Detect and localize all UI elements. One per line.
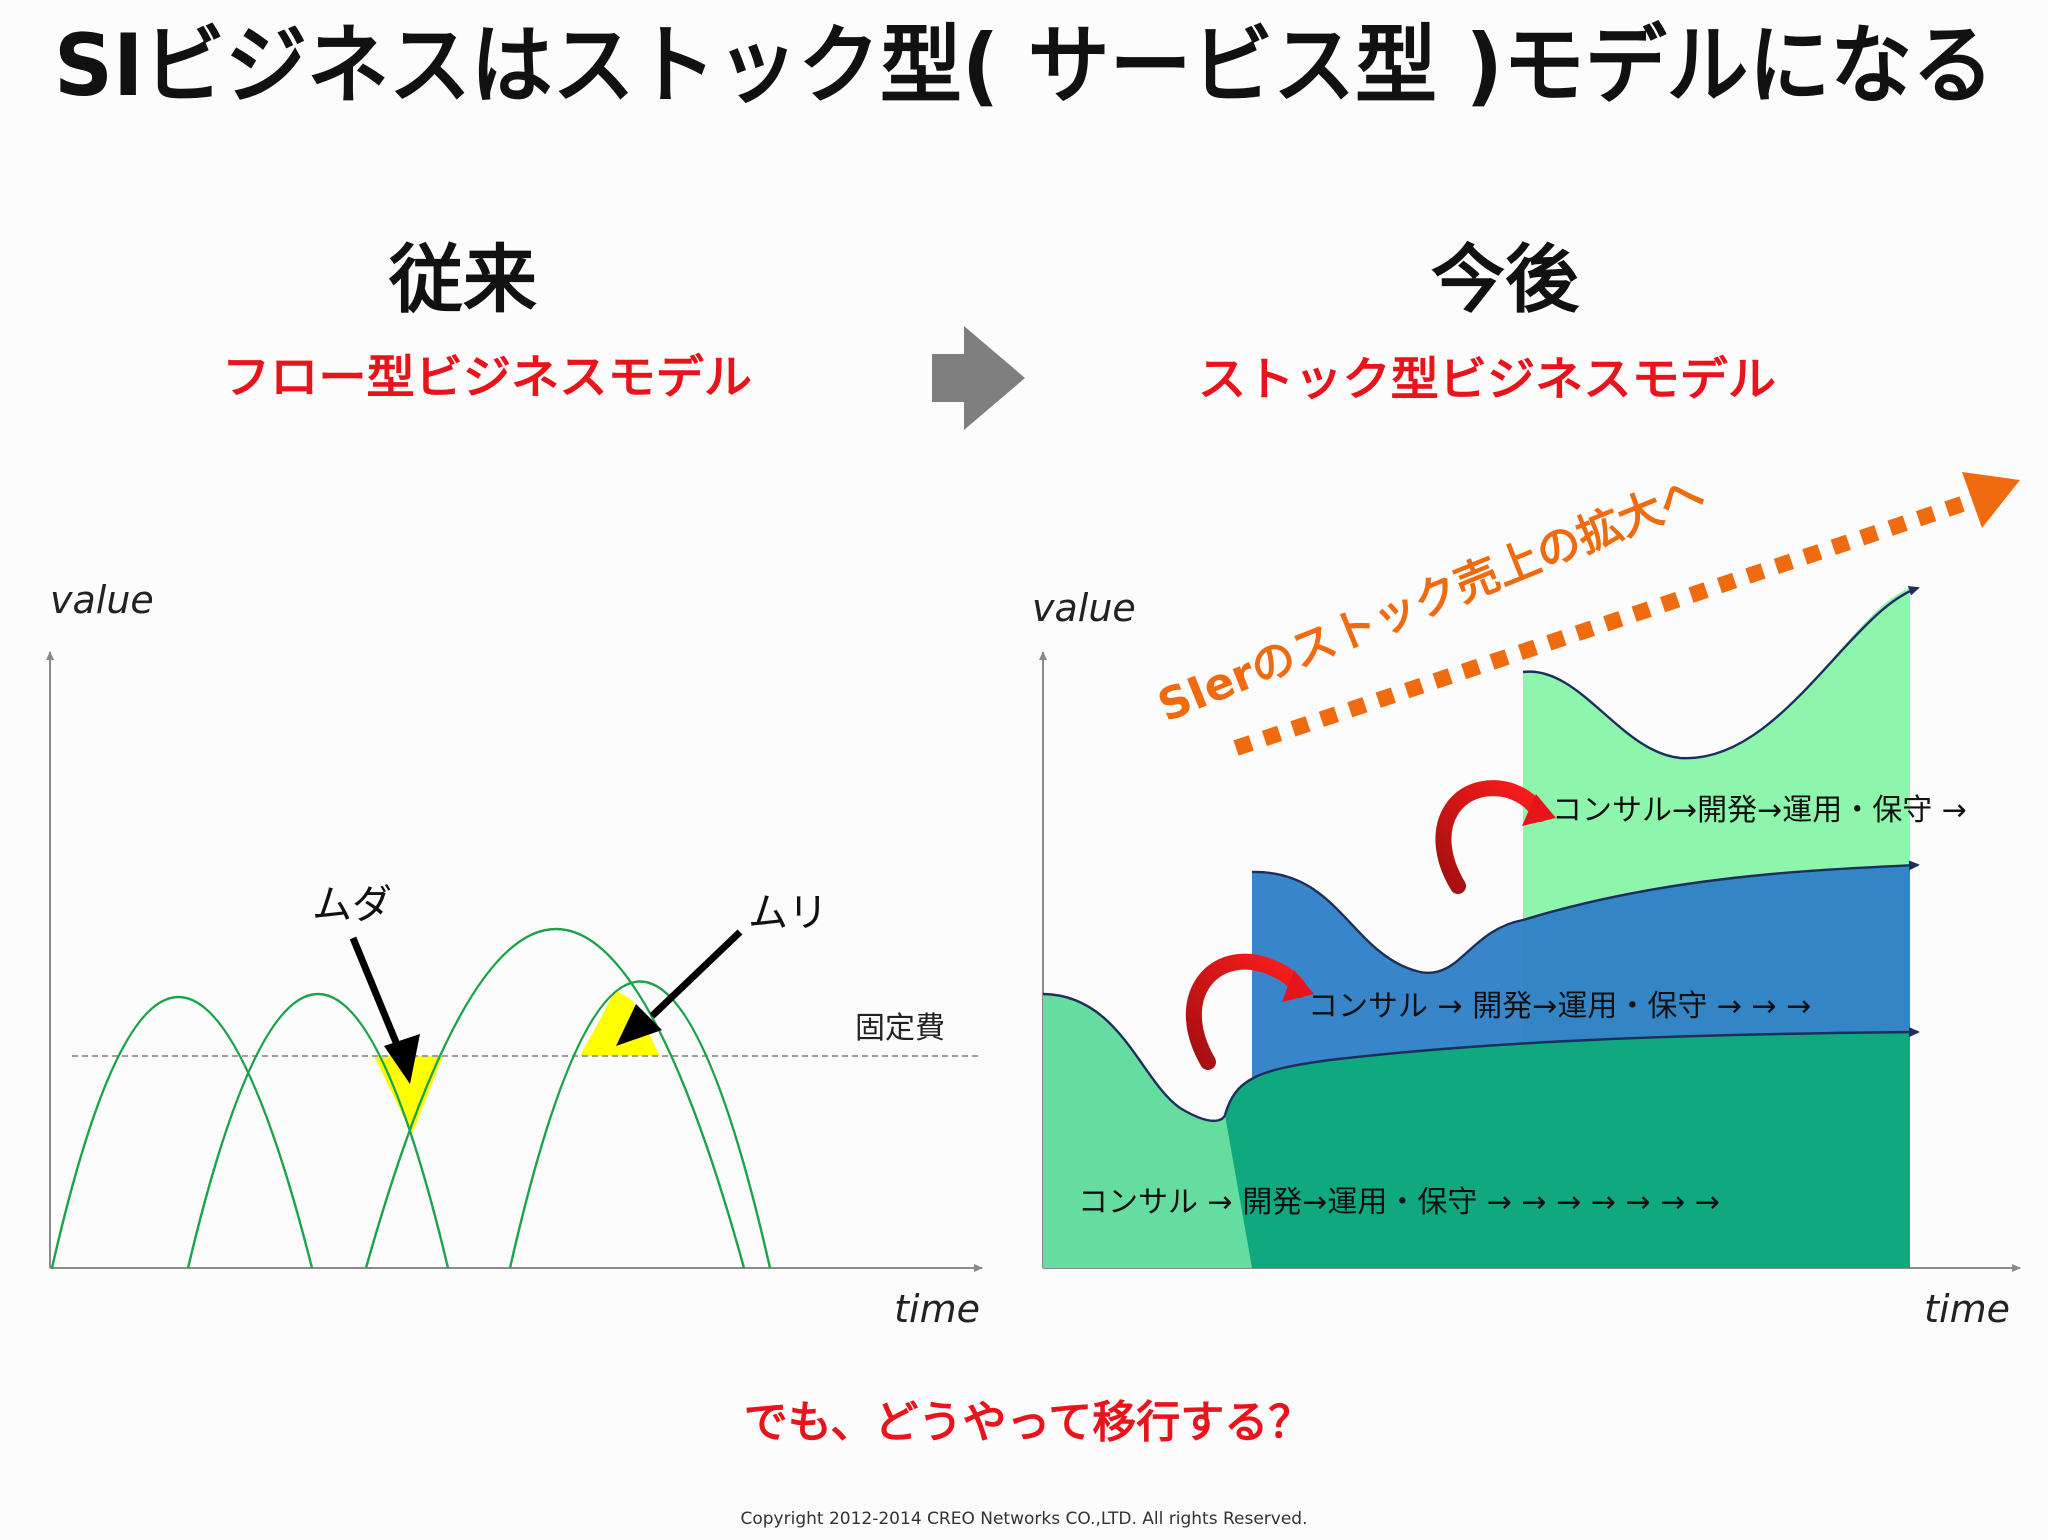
service-flow-middle: コンサル → 開発→運用・保守 → → → [1308,989,1811,1024]
muri-label: ムリ [748,890,828,936]
service-flow-bottom: コンサル → 開発→運用・保守 → → → → → → → [1078,1185,1720,1220]
project-arc [50,996,314,1269]
left-x-axis-label: time [894,1287,980,1331]
muri-pointer-head [616,1004,662,1046]
flow-model-chart: value time 固定費 ムダ ムリ [46,578,983,1331]
muri-pointer-arrow [649,929,743,1019]
muda-pointer-head [384,1034,420,1084]
stock-base-layer [1225,1032,1910,1268]
upsell-arrow-upper-icon [1435,780,1556,894]
left-heading: 従来 [388,237,537,323]
growth-arrow-head-icon [1962,472,2020,528]
fixed-cost-label: 固定費 [855,1011,945,1046]
muri-strain-region [580,990,660,1056]
right-y-axis-label: value [1032,586,1136,630]
stock-curve-2 [1251,860,1920,975]
closing-question: でも、どうやって移行する？ [744,1397,1312,1448]
growth-dotted-arrow [1233,490,1983,756]
right-heading: 今後 [1431,237,1580,323]
growth-label: SIerのストック売上の拡大へ [1151,466,1711,732]
stock-model-chart: value time コンサル→開発→運用・保守 → コンサル → 開発→運用・… [1032,466,2021,1331]
left-subheading: フロー型ビジネスモデル [222,350,752,404]
project-arc [186,993,450,1269]
muda-pointer-arrow [349,936,404,1054]
muda-waste-region [374,1056,443,1134]
service-flow-top: コンサル→開発→運用・保守 → [1552,793,1967,828]
project-arc [364,928,746,1269]
copyright-notice: Copyright 2012-2014 CREO Networks CO.,LT… [741,1509,1308,1529]
right-x-axis-label: time [1924,1287,2010,1331]
stock-curve-3 [1522,586,1920,760]
right-subheading: ストック型ビジネスモデル [1198,352,1776,406]
transition-arrow-icon [932,326,1025,430]
page-title: SIビジネスはストック型( サービス型 )モデルになる [54,16,1994,116]
left-y-axis-label: value [50,578,154,622]
upsell-arrow-lower-icon [1185,953,1314,1070]
stock-layer-1 [1043,994,1252,1268]
stock-curve-1 [1042,992,1227,1122]
muda-label: ムダ [312,882,392,928]
project-arc [508,980,772,1269]
stock-curve-base [1223,1027,1920,1116]
